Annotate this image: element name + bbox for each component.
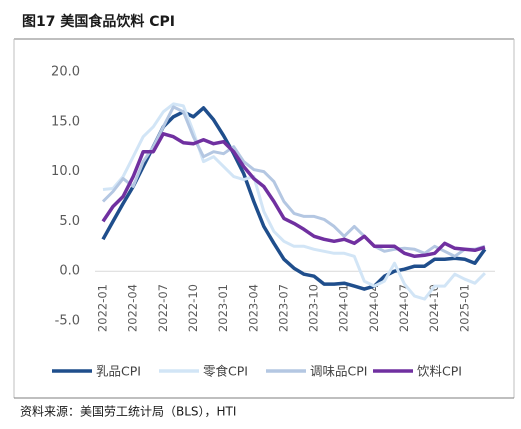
legend-label: 乳品CPI [96, 364, 141, 379]
x-tick-label: 2024-10 [427, 284, 441, 332]
y-tick-label: -5.0 [55, 314, 80, 329]
x-tick-label: 2023-01 [216, 284, 230, 332]
y-tick-label: 5.0 [59, 214, 80, 229]
x-tick-label: 2022-01 [96, 284, 110, 332]
x-tick-label: 2022-10 [186, 284, 200, 332]
x-tick-label: 2022-04 [126, 284, 140, 332]
y-tick-label: 20.0 [51, 65, 80, 80]
x-tick-label: 2025-01 [457, 284, 471, 332]
series-line [102, 102, 486, 301]
x-tick-label: 2024-01 [337, 284, 351, 332]
series-line [101, 132, 486, 259]
x-tick-label: 2023-07 [276, 284, 290, 332]
y-tick-label: 15.0 [51, 114, 80, 129]
chart-title: 图17 美国食品饮料 CPI [22, 13, 175, 30]
legend-label: 调味品CPI [310, 364, 367, 379]
x-tick-label: 2023-04 [246, 284, 260, 332]
x-tick-label: 2023-10 [307, 284, 321, 332]
y-tick-label: 10.0 [51, 164, 80, 179]
x-tick-label: 2024-04 [367, 284, 381, 332]
source-note: 资料来源：美国劳工统计局（BLS），HTI [20, 405, 236, 419]
legend-label: 零食CPI [203, 364, 248, 379]
legend-label: 饮料CPI [417, 364, 462, 379]
series-line [101, 105, 486, 258]
x-tick-label: 2022-07 [156, 284, 170, 332]
x-tick-label: 2024-07 [397, 284, 411, 332]
y-tick-label: 0.0 [59, 264, 80, 279]
